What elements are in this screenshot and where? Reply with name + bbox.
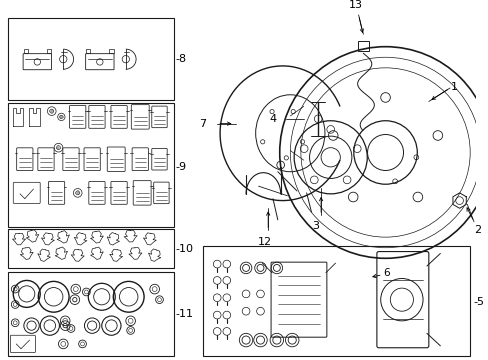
Text: -5: -5 — [472, 297, 483, 307]
Text: 13: 13 — [348, 0, 362, 10]
Text: -11: -11 — [176, 309, 193, 319]
Text: 1: 1 — [450, 82, 457, 92]
Bar — [109, 49, 113, 53]
Bar — [203, 246, 469, 356]
Bar — [8, 229, 174, 268]
Bar — [8, 103, 174, 226]
Bar — [357, 41, 368, 50]
Text: 3: 3 — [311, 221, 318, 231]
Text: 7: 7 — [199, 119, 206, 129]
Bar — [86, 49, 90, 53]
Text: -9: -9 — [176, 162, 186, 172]
Bar — [47, 49, 51, 53]
Text: -8: -8 — [176, 54, 186, 64]
Bar — [8, 18, 174, 100]
Bar — [23, 49, 28, 53]
Bar — [8, 272, 174, 356]
Text: 2: 2 — [473, 225, 480, 235]
Text: 4: 4 — [269, 114, 276, 124]
Text: -10: -10 — [176, 244, 193, 254]
Text: 6: 6 — [383, 268, 389, 278]
Text: 12: 12 — [258, 237, 272, 247]
